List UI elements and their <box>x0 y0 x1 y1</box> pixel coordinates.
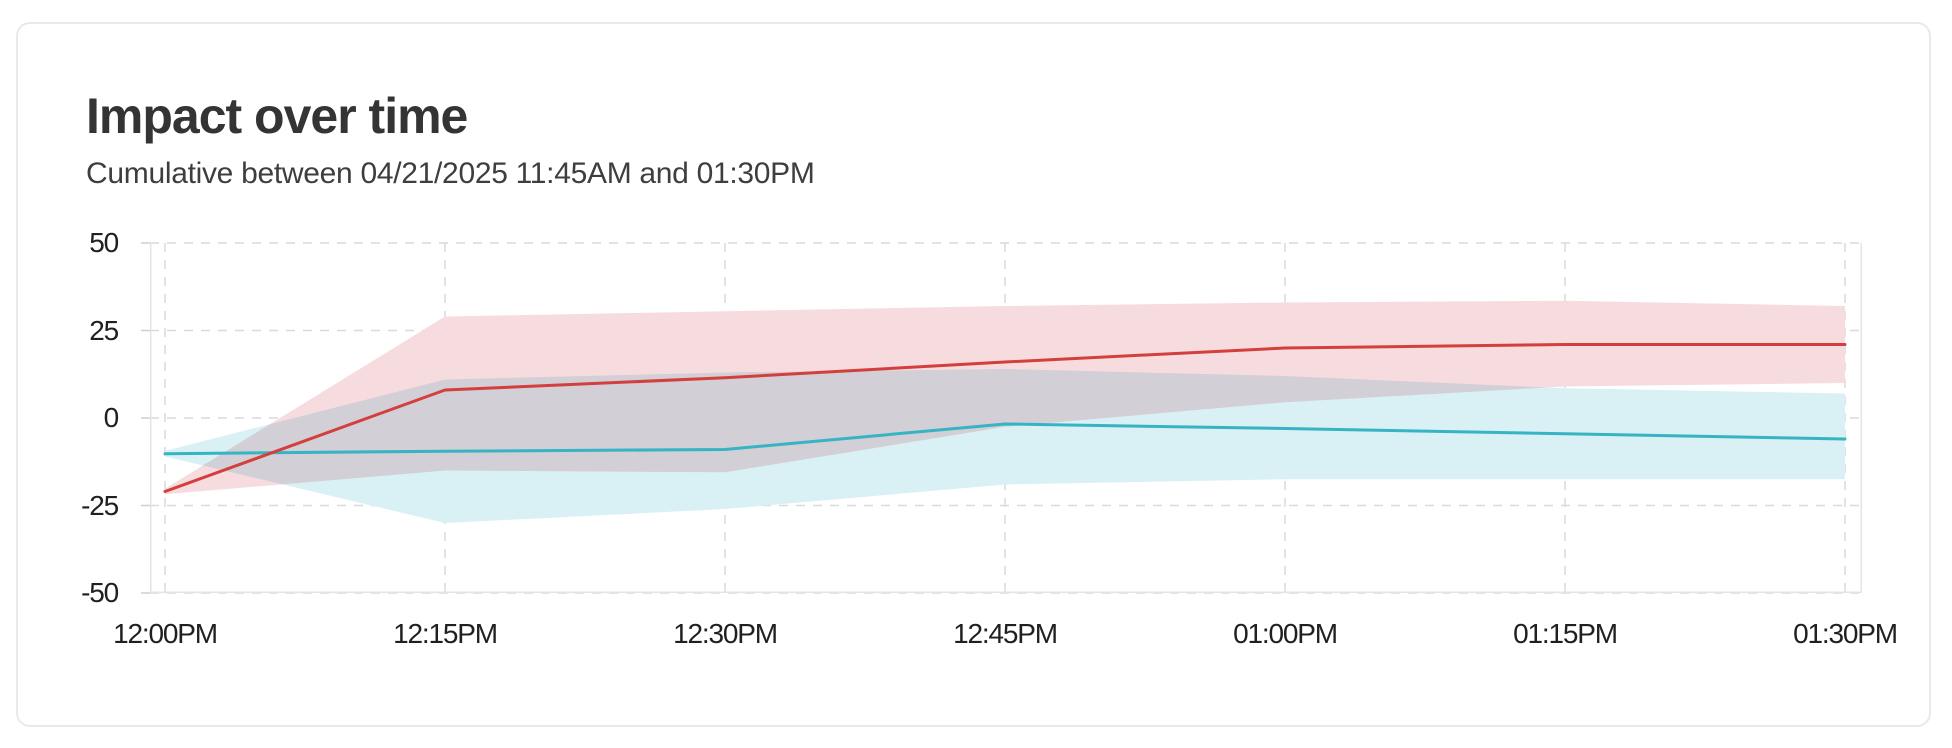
y-axis-tick-label: 25 <box>89 314 119 346</box>
plot-frame <box>150 243 1862 593</box>
x-axis-tick-label: 01:15PM <box>1513 618 1618 649</box>
card-subtitle: Cumulative between 04/21/2025 11:45AM an… <box>86 157 815 190</box>
x-axis-tick-label: 12:45PM <box>953 618 1058 649</box>
x-axis-tick-label: 12:00PM <box>113 618 218 649</box>
chart-plot-area <box>141 242 1862 594</box>
y-axis-tick-label: -25 <box>81 489 119 521</box>
confidence-bands <box>165 300 1845 523</box>
teal-series-line <box>163 422 1847 456</box>
teal-series-band <box>165 369 1845 523</box>
x-axis-tick-label: 01:00PM <box>1233 618 1338 649</box>
red-series-line <box>163 343 1847 493</box>
card-title: Impact over time <box>86 88 468 144</box>
y-axis-tick-label: -50 <box>81 577 119 608</box>
x-axis-tick-label: 12:15PM <box>393 618 498 649</box>
x-axis-tick-label: 12:30PM <box>673 618 778 649</box>
x-axis-tick-label: 01:30PM <box>1793 618 1898 649</box>
y-axis-tick-label: 0 <box>103 402 120 433</box>
y-axis-tick-label: 50 <box>89 227 119 258</box>
